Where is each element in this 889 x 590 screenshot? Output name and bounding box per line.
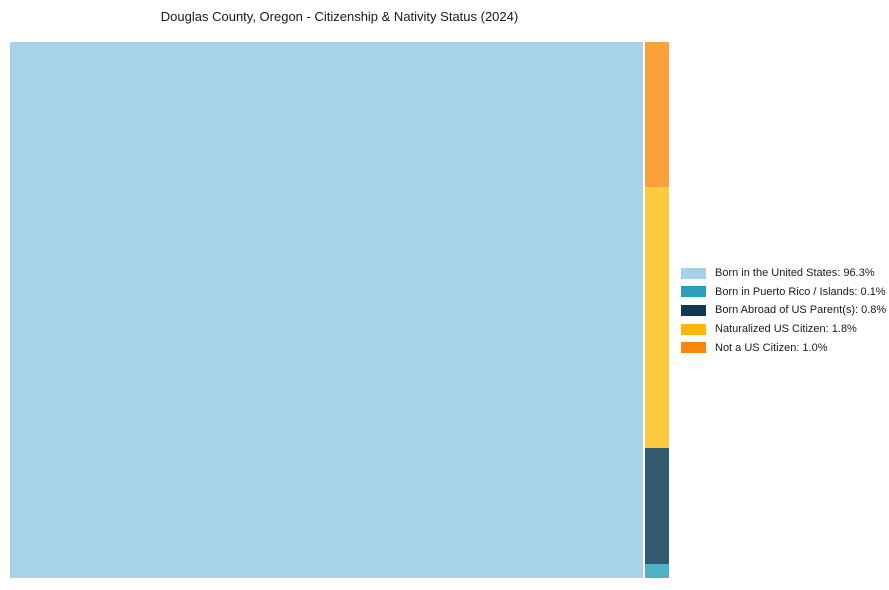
- legend-swatch-naturalized-us-citizen: [681, 323, 706, 335]
- legend-row-not-a-us-citizen: Not a US Citizen: 1.0%: [681, 338, 886, 357]
- treemap-tile-born-in-puerto-rico-islands: [645, 563, 669, 578]
- legend-label-born-in-puerto-rico-islands: Born in Puerto Rico / Islands: 0.1%: [715, 285, 886, 298]
- legend-label-naturalized-us-citizen: Naturalized US Citizen: 1.8%: [715, 323, 857, 336]
- legend-label-not-a-us-citizen: Not a US Citizen: 1.0%: [715, 341, 828, 354]
- treemap-tile-naturalized-us-citizen: [645, 186, 669, 448]
- legend-swatch-born-abroad-of-us-parent-s: [681, 304, 706, 316]
- legend: Born in the United States: 96.3% Born in …: [681, 264, 886, 357]
- chart-title: Douglas County, Oregon - Citizenship & N…: [160, 9, 519, 24]
- legend-label-born-abroad-of-us-parent-s: Born Abroad of US Parent(s): 0.8%: [715, 304, 887, 317]
- legend-row-born-in-the-united-states: Born in the United States: 96.3%: [681, 264, 886, 283]
- treemap-tile-born-abroad-of-us-parent-s: [645, 447, 669, 564]
- legend-row-naturalized-us-citizen: Naturalized US Citizen: 1.8%: [681, 320, 886, 339]
- treemap-tile-not-a-us-citizen: [645, 42, 669, 187]
- treemap-plot: [10, 42, 669, 578]
- legend-swatch-born-in-the-united-states: [681, 267, 706, 279]
- legend-row-born-in-puerto-rico-islands: Born in Puerto Rico / Islands: 0.1%: [681, 283, 886, 302]
- legend-label-born-in-the-united-states: Born in the United States: 96.3%: [715, 267, 875, 280]
- treemap-tile-born-in-the-united-states: [10, 42, 643, 578]
- legend-swatch-born-in-puerto-rico-islands: [681, 286, 706, 298]
- legend-swatch-not-a-us-citizen: [681, 342, 706, 354]
- legend-row-born-abroad-of-us-parent-s: Born Abroad of US Parent(s): 0.8%: [681, 301, 886, 320]
